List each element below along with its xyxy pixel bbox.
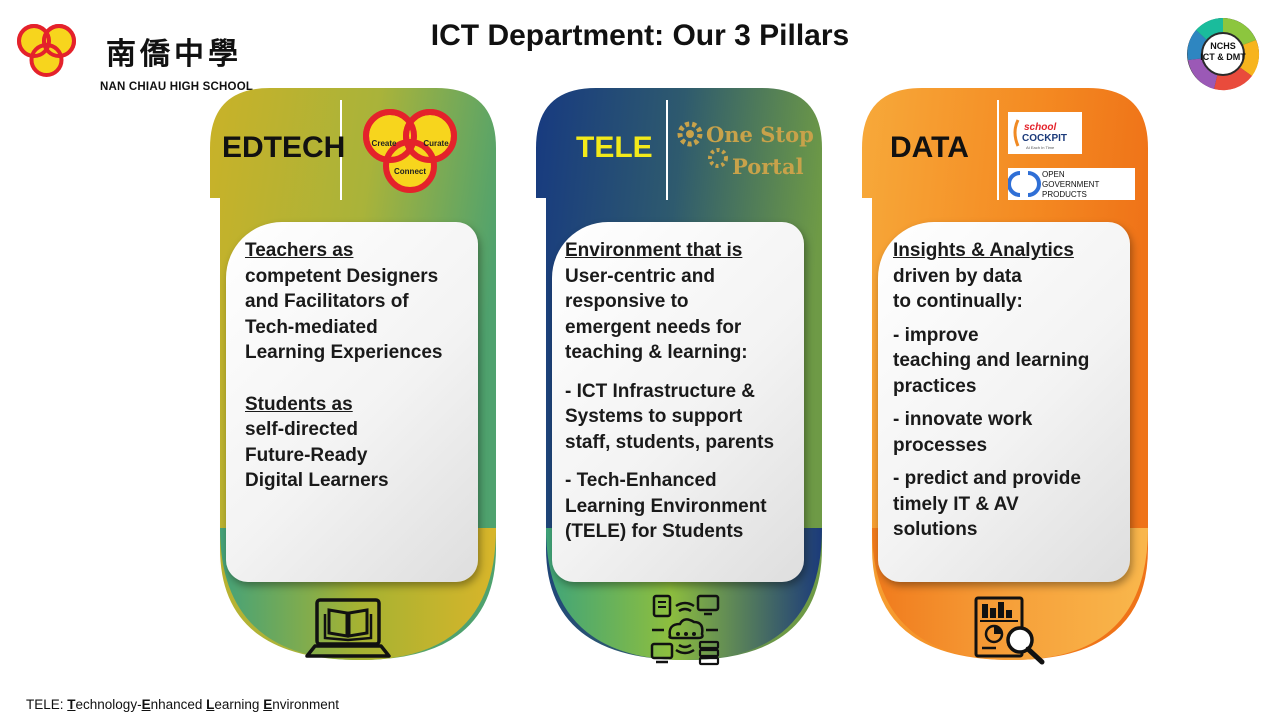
ogp-logo: OPEN GOVERNMENT PRODUCTS	[1007, 168, 1135, 200]
one-stop-portal-logo: One Stop Portal	[676, 118, 816, 182]
text-line: Teachers as	[245, 240, 354, 261]
text-line: Learning Experiences	[245, 342, 443, 363]
portal-line-1: One Stop	[706, 122, 814, 147]
text-line: and Facilitators of	[245, 291, 409, 312]
text-line: Future-Ready	[245, 444, 368, 466]
logo-create-text: Create	[372, 139, 397, 148]
text-line: emergent needs for	[565, 316, 742, 338]
badge-line-1: NCHS	[1210, 41, 1236, 51]
text-line: - predict and provide	[893, 468, 1081, 489]
page-title: ICT Department: Our 3 Pillars	[430, 19, 850, 52]
cockpit-line-1: school	[1024, 122, 1056, 133]
pillar-data-divider	[997, 100, 999, 200]
pillar-data-text: Insights & Analytics driven by data to c…	[893, 238, 1089, 543]
logo-curate-text: Curate	[423, 139, 449, 148]
footnote-letter: L	[206, 697, 215, 712]
pillar-data-card	[878, 222, 1130, 582]
school-cockpit-logo: school COCKPIT At Each In Time	[1008, 112, 1082, 154]
footnote-letter: E	[263, 697, 273, 712]
text-line: User-centric and	[565, 265, 715, 287]
footnote-prefix: TELE:	[26, 697, 68, 712]
school-logo: 南僑中學 NAN CHIAU HIGH SCHOOL	[14, 22, 264, 93]
pillar-tele-text: Environment that is User-centric and res…	[565, 238, 774, 545]
pillar-edtech-text: Teachers as competent Designers and Faci…	[245, 238, 442, 494]
cockpit-line-2: COCKPIT	[1022, 133, 1067, 144]
footnote-word: nhanced	[150, 697, 207, 712]
cloud-network-icon	[650, 594, 720, 666]
text-line: Environment that is	[565, 240, 743, 261]
portal-gear-icon: One Stop Portal	[677, 121, 814, 179]
ogp-mark-icon: OPEN GOVERNMENT PRODUCTS	[1007, 170, 1099, 199]
text-line: teaching and learning	[893, 350, 1090, 371]
text-line: practices	[893, 375, 977, 397]
footnote-letter: E	[141, 697, 151, 712]
gear-ring-icon	[1187, 17, 1260, 91]
text-line: processes	[893, 434, 988, 456]
text-line: Learning Environment	[565, 495, 767, 517]
text-line: solutions	[893, 519, 978, 540]
pillar-data: DATA school COCKPIT At Each In Time OPEN…	[862, 88, 1148, 665]
text-line: - innovate work	[893, 409, 1033, 430]
text-line: staff, students, parents	[565, 431, 775, 453]
text-line: - ICT Infrastructure &	[565, 380, 756, 402]
pillar-tele: TELE One Stop Portal Environment that is…	[536, 88, 822, 666]
badge-line-2: ICT & DMT	[1200, 52, 1246, 62]
portal-line-2: Portal	[732, 154, 804, 179]
text-line: competent Designers	[245, 265, 439, 287]
text-line: Insights & Analytics	[893, 240, 1074, 261]
pillar-tele-label: TELE	[576, 131, 653, 164]
school-name-english: NAN CHIAU HIGH SCHOOL	[100, 81, 254, 93]
school-name-chinese: 南僑中學	[106, 37, 242, 72]
text-line: driven by data	[893, 265, 1022, 287]
cockpit-mark-icon: school COCKPIT At Each In Time	[1013, 119, 1067, 150]
cockpit-tagline: At Each In Time	[1026, 145, 1055, 150]
text-line: timely IT & AV	[893, 493, 1019, 515]
text-line: to continually:	[893, 291, 1023, 312]
footnote: TELE: Technology-Enhanced Learning Envir…	[26, 697, 339, 712]
create-curate-connect-logo: Create Curate Connect	[363, 109, 457, 193]
text-line: responsive to	[565, 291, 689, 312]
pillar-tele-divider	[666, 100, 668, 200]
footnote-word: echnology-	[75, 697, 142, 712]
pillar-edtech-divider	[340, 100, 342, 200]
laptop-book-icon	[305, 598, 391, 658]
ogp-line-2: GOVERNMENT	[1042, 180, 1099, 189]
text-line: self-directed	[245, 419, 358, 440]
text-line: (TELE) for Students	[565, 521, 744, 542]
department-badge: NCHS ICT & DMT	[1178, 12, 1268, 96]
text-line: - Tech-Enhanced	[565, 470, 717, 491]
ogp-line-1: OPEN	[1042, 170, 1065, 179]
data-analytics-icon	[974, 596, 1045, 665]
ogp-line-3: PRODUCTS	[1042, 190, 1087, 199]
text-line: teaching & learning:	[565, 342, 748, 363]
text-line: - improve	[893, 324, 979, 346]
footnote-letter: T	[67, 697, 76, 712]
text-line: Digital Learners	[245, 470, 389, 491]
logo-connect-text: Connect	[394, 167, 426, 176]
text-line: Students as	[245, 393, 353, 415]
school-crest-icon	[17, 24, 76, 77]
footnote-word: nvironment	[272, 697, 339, 712]
pillar-data-label: DATA	[890, 131, 969, 164]
text-line: Tech-mediated	[245, 316, 378, 338]
footnote-word: earning	[214, 697, 264, 712]
pillar-edtech-label: EDTECH	[222, 131, 346, 164]
pillar-edtech: EDTECH Create Curate Connect Teachers as…	[210, 88, 496, 660]
text-line: Systems to support	[565, 406, 743, 427]
pillar-edtech-card	[226, 222, 478, 582]
pillar-tele-card	[552, 222, 804, 582]
